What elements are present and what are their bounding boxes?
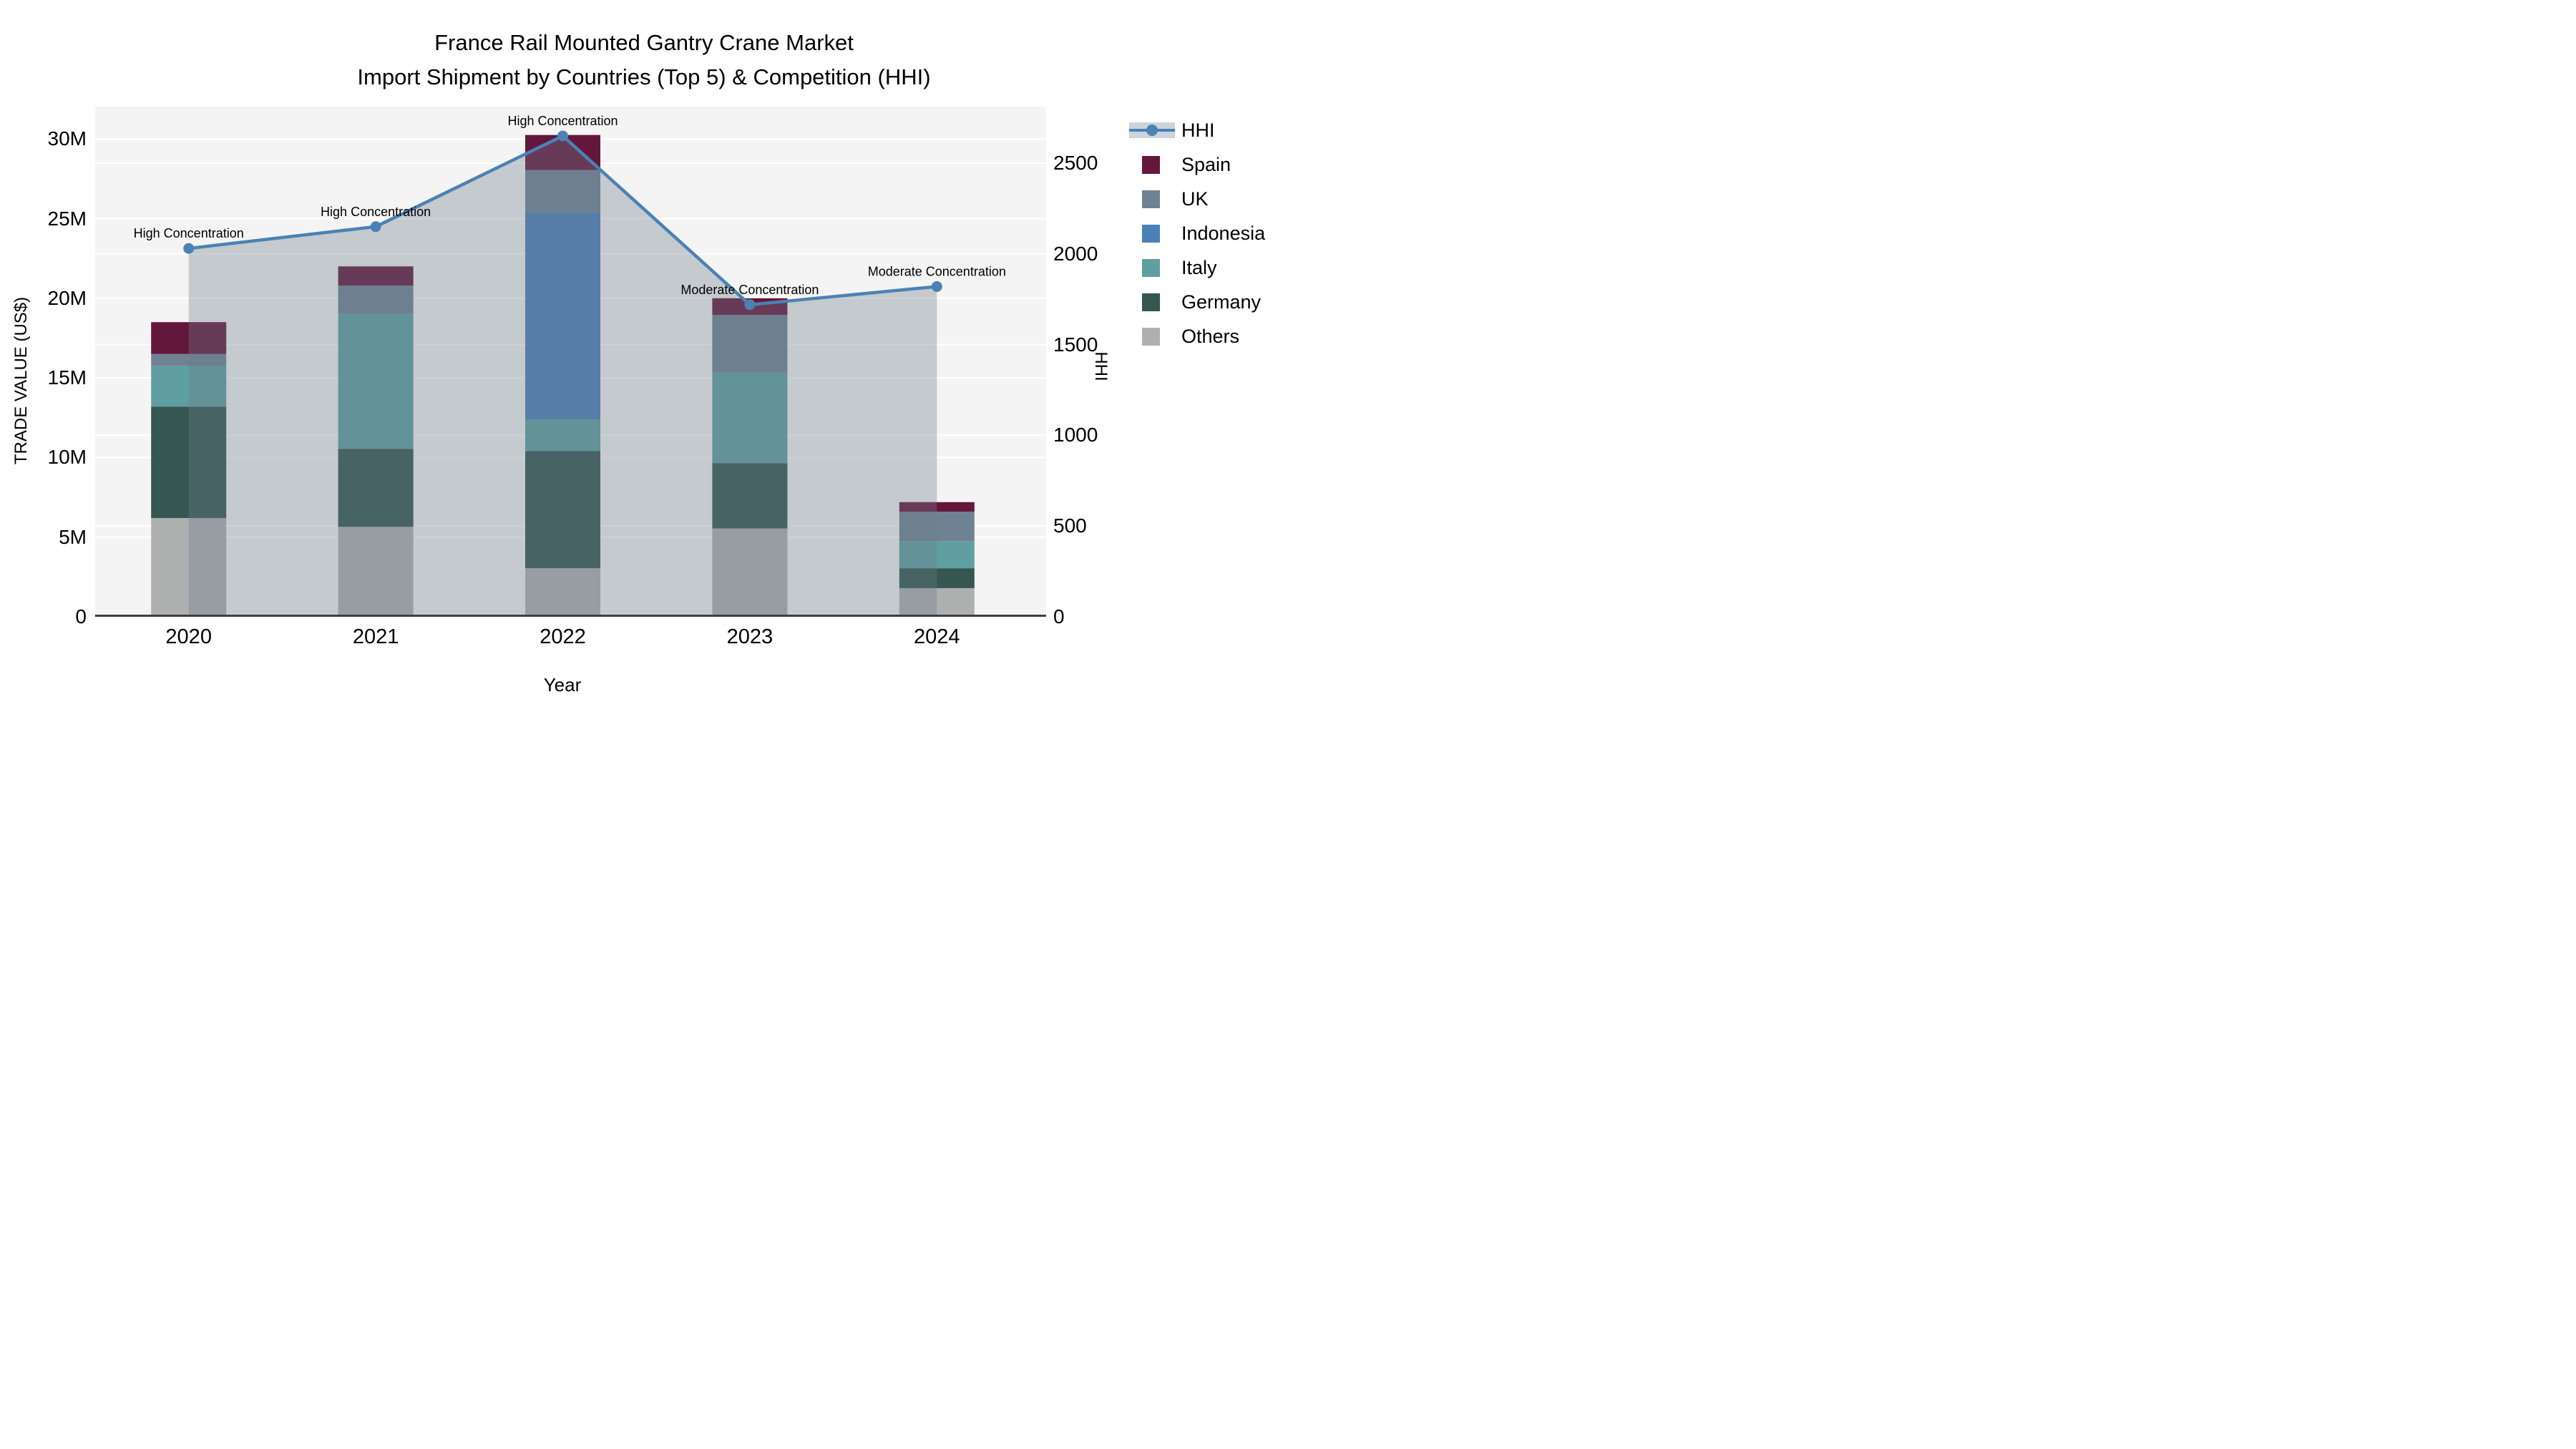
bar-segment-italy-2022 [525,419,600,452]
chart-title-line1: France Rail Mounted Gantry Crane Market [434,30,854,55]
y-left-tick-0: 0 [75,605,87,628]
hhi-marker-2022 [557,130,568,142]
legend-label-uk: UK [1181,187,1209,210]
bar-segment-italy-2024 [899,541,975,569]
annotation-2024: Moderate Concentration [868,264,1006,278]
plot-area: High Concentration High Concentration High… [95,107,1046,617]
annotation-2023: Moderate Concentration [680,283,819,297]
chart-canvas: High Concentration High Concentration High… [95,114,1046,617]
bar-segment-uk-2023 [712,315,788,373]
bar-segment-germany-2021 [338,449,414,527]
hhi-line-sample-icon [1129,122,1175,138]
bar-segment-germany-2020 [151,406,227,518]
y-left-axis-title: TRADE VALUE (US$) [11,296,31,465]
bar-segment-others-2020 [151,517,227,617]
x-tick-2020: 2020 [165,625,212,648]
legend-item-italy[interactable]: Italy [1129,250,1217,285]
bar-segment-germany-2022 [525,451,600,569]
legend-swatch-italy [1142,258,1160,277]
bar-segment-uk-2021 [338,285,414,313]
x-tick-2023: 2023 [726,625,774,648]
bar-segment-italy-2023 [712,372,788,464]
legend-label-spain: Spain [1181,153,1231,175]
x-tick-2021: 2021 [352,625,399,648]
figure: France Rail Mounted Gantry Crane Market … [0,0,1288,724]
y-left-tick-25M: 25M [47,207,87,230]
y-right-tick-2000: 2000 [1053,242,1098,265]
x-tick-2024: 2024 [914,625,960,648]
bar-segment-germany-2023 [712,463,788,529]
legend-item-uk[interactable]: UK [1129,182,1209,216]
legend-swatch-indonesia [1142,224,1160,243]
x-tick-2022: 2022 [540,625,586,648]
bar-segment-spain-2020 [151,322,227,354]
bar-segment-uk-2024 [899,512,975,542]
legend-item-hhi[interactable]: HHI [1129,113,1215,147]
bar-segment-italy-2020 [151,366,227,407]
chart-title-line2: Import Shipment by Countries (Top 5) & C… [357,64,931,89]
legend-label-others: Others [1181,325,1240,347]
y-right-tick-1000: 1000 [1053,424,1098,447]
bar-segment-uk-2022 [525,170,600,213]
hhi-marker-2024 [931,280,942,292]
hhi-area-fill [188,135,937,617]
y-left-tick-5M: 5M [59,525,87,548]
legend-item-germany[interactable]: Germany [1129,285,1261,319]
legend-label-hhi: HHI [1181,119,1215,141]
bar-segment-uk-2020 [151,353,227,366]
hhi-marker-2021 [370,221,381,233]
bar-segment-spain-2021 [338,266,414,286]
y-left-tick-10M: 10M [47,446,87,469]
annotation-2020: High Concentration [134,226,244,240]
y-left-tick-15M: 15M [47,366,87,389]
legend-label-italy: Italy [1181,256,1217,278]
legend-swatch-others [1142,327,1160,346]
y-right-tick-500: 500 [1053,514,1087,537]
y-right-tick-1500: 1500 [1053,333,1098,356]
hhi-marker-2023 [744,299,756,311]
annotation-2021: High Concentration [321,205,431,219]
bar-segment-indonesia-2022 [525,212,600,419]
legend-item-indonesia[interactable]: Indonesia [1129,216,1265,250]
bar-segment-others-2021 [338,527,414,617]
y-left-tick-30M: 30M [47,127,87,150]
y-right-tick-0: 0 [1053,605,1065,628]
y-right-tick-2500: 2500 [1053,152,1098,174]
bar-segment-others-2024 [899,587,975,617]
legend-swatch-spain [1142,155,1160,174]
y-right-axis-title: HHI [1091,351,1111,381]
legend-item-spain[interactable]: Spain [1129,147,1231,182]
bar-segment-others-2023 [712,528,788,617]
legend-item-others[interactable]: Others [1129,319,1239,353]
hhi-marker-2020 [183,243,195,254]
bar-segment-italy-2021 [338,313,414,449]
x-axis-title: Year [543,674,582,696]
bar-segment-germany-2024 [899,568,975,588]
bar-segment-others-2022 [525,568,600,617]
annotation-2022: High Concentration [507,114,618,128]
y-left-tick-20M: 20M [47,286,87,309]
legend-label-germany: Germany [1181,291,1262,313]
legend-label-indonesia: Indonesia [1181,222,1266,244]
bar-segment-spain-2024 [899,502,975,512]
legend-swatch-germany [1142,293,1160,311]
legend-swatch-uk [1142,190,1160,208]
